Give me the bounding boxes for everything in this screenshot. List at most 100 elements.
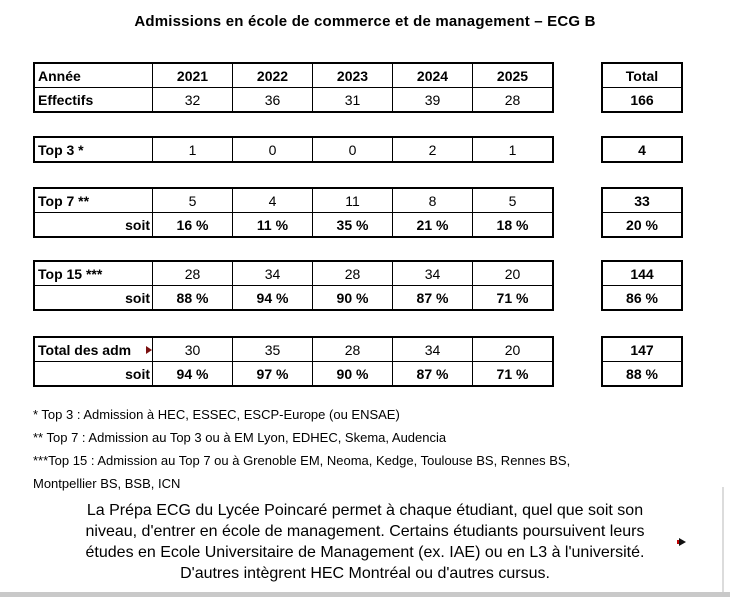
admis-pct-cell: 90 % [312, 362, 392, 385]
total-box-top15: 144 86 % [601, 260, 683, 311]
effectifs-cell: 32 [152, 88, 232, 111]
total-admis-pct: 88 % [626, 365, 658, 382]
admis-cell: 28 [312, 338, 392, 361]
top15-pct-cell: 90 % [312, 286, 392, 309]
table-row-top3: Top 3 * 1 0 0 2 1 [35, 138, 552, 161]
top3-cell: 0 [312, 138, 392, 161]
effectifs-cell: 31 [312, 88, 392, 111]
total-top15: 144 [630, 265, 654, 282]
summary-paragraph: La Prépa ECG du Lycée Poincaré permet à … [10, 500, 720, 584]
text-overflow-icon [679, 538, 686, 546]
year-header-cell: 2024 [392, 64, 472, 87]
effectifs-cell: 39 [392, 88, 472, 111]
total-top3: 4 [638, 141, 646, 158]
total-header: Total [625, 67, 659, 84]
row-label-soit: soit [125, 365, 150, 382]
top15-cell: 20 [472, 262, 552, 285]
text-truncation-icon [146, 345, 152, 354]
total-box-top7: 33 20 % [601, 187, 683, 238]
admis-pct-cell: 97 % [232, 362, 312, 385]
top3-cell: 0 [232, 138, 312, 161]
top7-pct-cell: 11 % [232, 213, 312, 236]
top15-pct-cell: 88 % [152, 286, 232, 309]
total-effectifs: 166 [630, 91, 654, 108]
table-top7: Top 7 ** 5 4 11 8 5 soit 16 % 11 % 35 % … [33, 187, 554, 238]
table-row-admis: Total des adm 30 35 28 34 20 [35, 338, 552, 361]
table-row-top7: Top 7 ** 5 4 11 8 5 [35, 189, 552, 212]
table-row-effectifs: Effectifs 32 36 31 39 28 [35, 87, 552, 111]
top3-cell: 1 [152, 138, 232, 161]
total-box-top3: 4 [601, 136, 683, 163]
row-label-annee: Année [38, 67, 81, 84]
footnote-top15-continued: Montpellier BS, BSB, ICN [33, 476, 181, 491]
total-top15-pct: 86 % [626, 289, 658, 306]
paragraph-line: D'autres intègrent HEC Montréal ou d'aut… [180, 565, 550, 582]
window-edge-bottom [0, 592, 730, 597]
table-row-header: Année 2021 2022 2023 2024 2025 [35, 64, 552, 87]
paragraph-line: La Prépa ECG du Lycée Poincaré permet à … [86, 502, 644, 519]
admis-pct-cell: 71 % [472, 362, 552, 385]
footnote-top3: * Top 3 : Admission à HEC, ESSEC, ESCP-E… [33, 407, 400, 422]
top15-cell: 28 [152, 262, 232, 285]
total-top7: 33 [634, 192, 650, 209]
window-edge-right [722, 487, 724, 597]
top15-cell: 28 [312, 262, 392, 285]
year-header-cell: 2021 [152, 64, 232, 87]
total-box-effectifs: Total 166 [601, 62, 683, 113]
year-header-cell: 2023 [312, 64, 392, 87]
top7-cell: 5 [472, 189, 552, 212]
row-label-top15: Top 15 *** [38, 265, 103, 282]
total-box-admis: 147 88 % [601, 336, 683, 387]
top7-cell: 5 [152, 189, 232, 212]
admis-cell: 34 [392, 338, 472, 361]
row-label-effectifs: Effectifs [38, 91, 94, 108]
row-label-top7: Top 7 ** [38, 192, 90, 209]
table-top15: Top 15 *** 28 34 28 34 20 soit 88 % 94 %… [33, 260, 554, 311]
top7-pct-cell: 16 % [152, 213, 232, 236]
top7-pct-cell: 35 % [312, 213, 392, 236]
footnote-top7: ** Top 7 : Admission au Top 3 ou à EM Ly… [33, 430, 447, 445]
year-header-cell: 2025 [472, 64, 552, 87]
admis-pct-cell: 94 % [152, 362, 232, 385]
paragraph-line: études en Ecole Universitaire de Managem… [85, 544, 645, 561]
top15-pct-cell: 94 % [232, 286, 312, 309]
top7-pct-cell: 18 % [472, 213, 552, 236]
table-row-top15-pct: soit 88 % 94 % 90 % 87 % 71 % [35, 285, 552, 309]
footnotes: * Top 3 : Admission à HEC, ESSEC, ESCP-E… [33, 403, 570, 495]
admis-cell: 30 [152, 338, 232, 361]
top3-cell: 1 [472, 138, 552, 161]
row-label-soit: soit [125, 216, 150, 233]
top3-cell: 2 [392, 138, 472, 161]
footnote-top15: ***Top 15 : Admission au Top 7 ou à Gren… [33, 453, 571, 468]
table-annee-effectifs: Année 2021 2022 2023 2024 2025 Effectifs… [33, 62, 554, 113]
row-label-soit: soit [125, 289, 150, 306]
effectifs-cell: 28 [472, 88, 552, 111]
table-row-top7-pct: soit 16 % 11 % 35 % 21 % 18 % [35, 212, 552, 236]
row-label-admis: Total des adm [35, 338, 152, 361]
table-row-admis-pct: soit 94 % 97 % 90 % 87 % 71 % [35, 361, 552, 385]
top15-pct-cell: 71 % [472, 286, 552, 309]
overflow-marker-dot [677, 540, 680, 544]
paragraph-line: niveau, d'entrer en école de management.… [85, 523, 645, 540]
top15-pct-cell: 87 % [392, 286, 472, 309]
effectifs-cell: 36 [232, 88, 312, 111]
table-total-admis: Total des adm 30 35 28 34 20 soit 94 % 9… [33, 336, 554, 387]
table-row-top15: Top 15 *** 28 34 28 34 20 [35, 262, 552, 285]
admis-pct-cell: 87 % [392, 362, 472, 385]
total-admis: 147 [630, 341, 654, 358]
row-label-admis-text: Total des adm [38, 341, 132, 358]
top7-pct-cell: 21 % [392, 213, 472, 236]
year-header-cell: 2022 [232, 64, 312, 87]
total-top7-pct: 20 % [626, 216, 658, 233]
admis-cell: 20 [472, 338, 552, 361]
top7-cell: 11 [312, 189, 392, 212]
page-title: Admissions en école de commerce et de ma… [134, 13, 596, 30]
top15-cell: 34 [392, 262, 472, 285]
table-top3: Top 3 * 1 0 0 2 1 [33, 136, 554, 163]
top7-cell: 4 [232, 189, 312, 212]
top7-cell: 8 [392, 189, 472, 212]
admis-cell: 35 [232, 338, 312, 361]
row-label-top3: Top 3 * [38, 141, 84, 158]
top15-cell: 34 [232, 262, 312, 285]
